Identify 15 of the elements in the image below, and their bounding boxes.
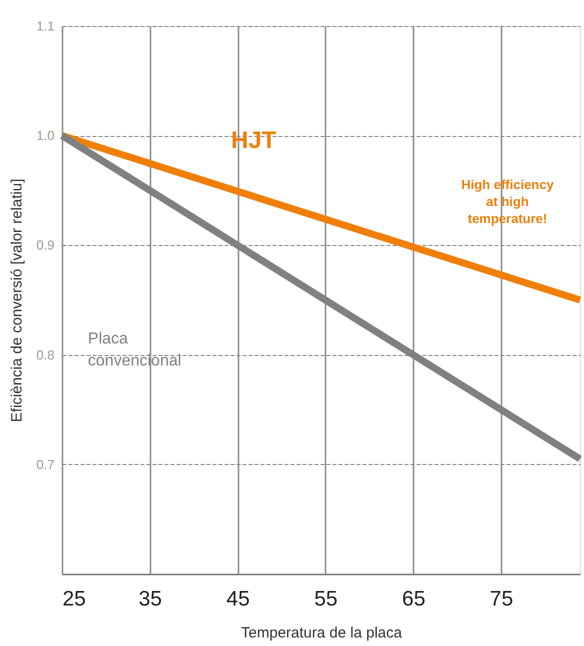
y-tick-label: 1.1 [36,18,54,34]
x-axis-title: Temperatura de la placa [241,624,403,642]
y-tick-label: 0.8 [36,347,54,362]
series-label: HJT [230,127,277,154]
y-tick-label: 0.9 [36,238,54,253]
x-tick-label: 45 [226,588,250,610]
y-tick-label: 0.7 [36,456,54,472]
x-tick-label: 25 [62,588,86,610]
x-tick-label: 35 [138,588,162,610]
x-tick-label: 55 [314,588,338,610]
y-axis-title: Eficiència de conversió [valor relatiu] [8,178,26,422]
x-tick-label: 65 [402,588,426,610]
y-tick-label: 1.0 [36,128,54,144]
annotation: High efficiency at high temperature! [461,176,554,226]
x-tick-label: 75 [490,588,514,610]
